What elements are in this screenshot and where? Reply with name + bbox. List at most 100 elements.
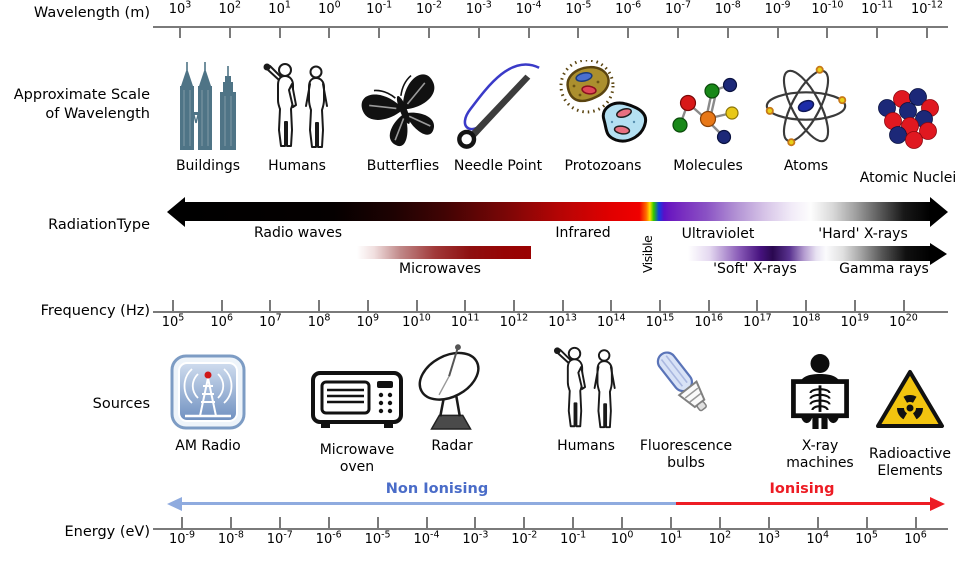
wavelength-axis-tick-label: 100 bbox=[318, 0, 341, 17]
frequency-axis-tick bbox=[659, 300, 661, 311]
source-item-label: AM Radio bbox=[175, 438, 241, 454]
frequency-axis-tick-label: 1019 bbox=[840, 312, 870, 330]
energy-axis-tick bbox=[572, 517, 575, 528]
energy-axis-tick bbox=[474, 517, 477, 528]
energy-axis-tick bbox=[670, 517, 672, 528]
wavelength-axis-tick bbox=[876, 27, 879, 38]
energy-axis-tick-label: 100 bbox=[610, 529, 634, 547]
band-label-soft-xrays: 'Soft' X-rays bbox=[713, 261, 797, 277]
scale-item-buildings: Buildings bbox=[163, 56, 253, 175]
radiation-row-label: RadiationType bbox=[48, 217, 150, 233]
needle-icon bbox=[457, 63, 540, 149]
frequency-axis-tick bbox=[610, 300, 613, 311]
ionising-arrow bbox=[676, 502, 930, 505]
wavelength-axis-tick-label: 102 bbox=[218, 0, 242, 17]
radiation-spectrum-bar bbox=[185, 202, 930, 221]
scale-item-molecules: Molecules bbox=[663, 56, 753, 175]
frequency-axis-tick-label: 106 bbox=[210, 312, 233, 330]
frequency-axis-tick bbox=[464, 300, 467, 311]
source-item-humans: Humans bbox=[541, 346, 631, 455]
frequency-axis-tick bbox=[902, 300, 905, 311]
non-ionising-arrow bbox=[182, 502, 676, 505]
energy-axis-tick-label: 106 bbox=[904, 529, 927, 547]
source-item-xray-machine: X-ray machines bbox=[770, 348, 870, 472]
scale-item-humans: Humans bbox=[252, 56, 342, 175]
wavelength-axis-tick-label: 10-12 bbox=[910, 0, 944, 17]
am-radio-icon bbox=[170, 354, 246, 430]
frequency-axis-tick bbox=[366, 300, 369, 311]
frequency-axis-tick bbox=[853, 300, 856, 311]
source-item-radioactive: Radioactive Elements bbox=[858, 348, 962, 480]
frequency-axis-tick-label: 1014 bbox=[596, 312, 626, 330]
scale-item-atoms: Atoms bbox=[758, 56, 854, 175]
frequency-axis-tick bbox=[415, 300, 418, 311]
band-label-gamma-rays: Gamma rays bbox=[839, 261, 929, 277]
energy-axis-tick-label: 104 bbox=[806, 529, 829, 547]
scale-item-butterflies: Butterflies bbox=[355, 56, 451, 175]
wavelength-axis-tick-label: 10-1 bbox=[366, 0, 393, 17]
wavelength-axis-tick-label: 101 bbox=[268, 0, 291, 17]
energy-axis-tick-label: 103 bbox=[757, 529, 781, 547]
source-item-radar: Radar bbox=[407, 344, 497, 455]
wavelength-axis-tick bbox=[776, 27, 779, 38]
energy-axis-tick bbox=[718, 517, 721, 528]
source-item-label: X-ray machines bbox=[786, 438, 854, 471]
wavelength-axis-tick bbox=[627, 27, 630, 38]
frequency-axis-tick bbox=[220, 300, 223, 311]
radioactive-icon bbox=[876, 370, 944, 428]
wavelength-axis-tick-label: 103 bbox=[168, 0, 192, 17]
wavelength-axis-tick bbox=[378, 27, 381, 38]
wavelength-axis-tick-label: 10-9 bbox=[764, 0, 791, 17]
wavelength-axis-tick-label: 10-10 bbox=[811, 0, 844, 17]
frequency-axis-tick bbox=[756, 300, 759, 311]
soft-xray-gamma-band-bar bbox=[688, 246, 930, 261]
scale-item-label: Molecules bbox=[673, 158, 743, 174]
scale-item-label: Needle Point bbox=[453, 158, 543, 174]
source-item-label: Radioactive Elements bbox=[869, 446, 951, 479]
humans-icon bbox=[553, 346, 616, 429]
band-label-hard-xrays: 'Hard' X-rays bbox=[818, 226, 908, 242]
energy-axis-tick-label: 10-8 bbox=[217, 529, 244, 547]
atom-icon bbox=[765, 65, 847, 147]
energy-axis-tick-label: 10-3 bbox=[462, 529, 489, 547]
energy-axis-tick bbox=[278, 517, 281, 528]
frequency-axis-tick-label: 1015 bbox=[645, 312, 675, 330]
wavelength-axis-tick bbox=[577, 27, 580, 38]
xray-machine-icon bbox=[791, 354, 849, 429]
energy-axis-tick bbox=[229, 517, 232, 528]
scale-item-atomic-nuclei: Atomic Nuclei bbox=[848, 56, 962, 187]
band-label-ultraviolet: Ultraviolet bbox=[681, 226, 755, 242]
energy-axis-tick bbox=[621, 517, 624, 528]
energy-axis-tick-label: 101 bbox=[659, 529, 683, 547]
energy-axis-tick bbox=[523, 517, 526, 528]
microwaves-band-bar bbox=[357, 246, 531, 259]
wavelength-axis-tick bbox=[179, 27, 181, 38]
scale-item-needle-point: Needle Point bbox=[448, 56, 548, 175]
energy-axis-tick-label: 10-7 bbox=[266, 529, 293, 547]
humans-icon bbox=[263, 63, 328, 148]
energy-axis-tick-label: 10-5 bbox=[364, 529, 391, 547]
frequency-axis-tick bbox=[172, 300, 174, 311]
wavelength-axis-tick bbox=[926, 27, 928, 38]
wavelength-axis-tick-label: 10-2 bbox=[415, 0, 443, 17]
frequency-axis-tick-label: 1011 bbox=[450, 312, 480, 330]
frequency-axis-tick-label: 1017 bbox=[743, 312, 772, 330]
source-item-label: Fluorescence bulbs bbox=[639, 438, 733, 471]
wavelength-axis-tick bbox=[826, 27, 829, 38]
energy-axis-tick-label: 10-9 bbox=[168, 529, 196, 547]
scale-row-label-line2: of Wavelength bbox=[45, 106, 150, 122]
wavelength-axis-tick bbox=[677, 27, 679, 38]
energy-axis-tick bbox=[816, 517, 819, 528]
energy-axis-tick bbox=[425, 517, 428, 528]
energy-axis-tick bbox=[914, 517, 917, 528]
energy-axis-tick-label: 105 bbox=[855, 529, 878, 547]
frequency-axis-tick-label: 105 bbox=[161, 312, 185, 330]
energy-axis-tick-label: 10-6 bbox=[315, 529, 342, 547]
wavelength-axis-label: Wavelength (m) bbox=[33, 5, 150, 21]
source-item-am-radio: AM Radio bbox=[163, 348, 253, 455]
buildings-icon bbox=[180, 62, 236, 150]
frequency-axis-tick bbox=[805, 300, 808, 311]
frequency-axis-tick bbox=[318, 300, 321, 311]
microwave-oven-icon bbox=[311, 371, 403, 428]
